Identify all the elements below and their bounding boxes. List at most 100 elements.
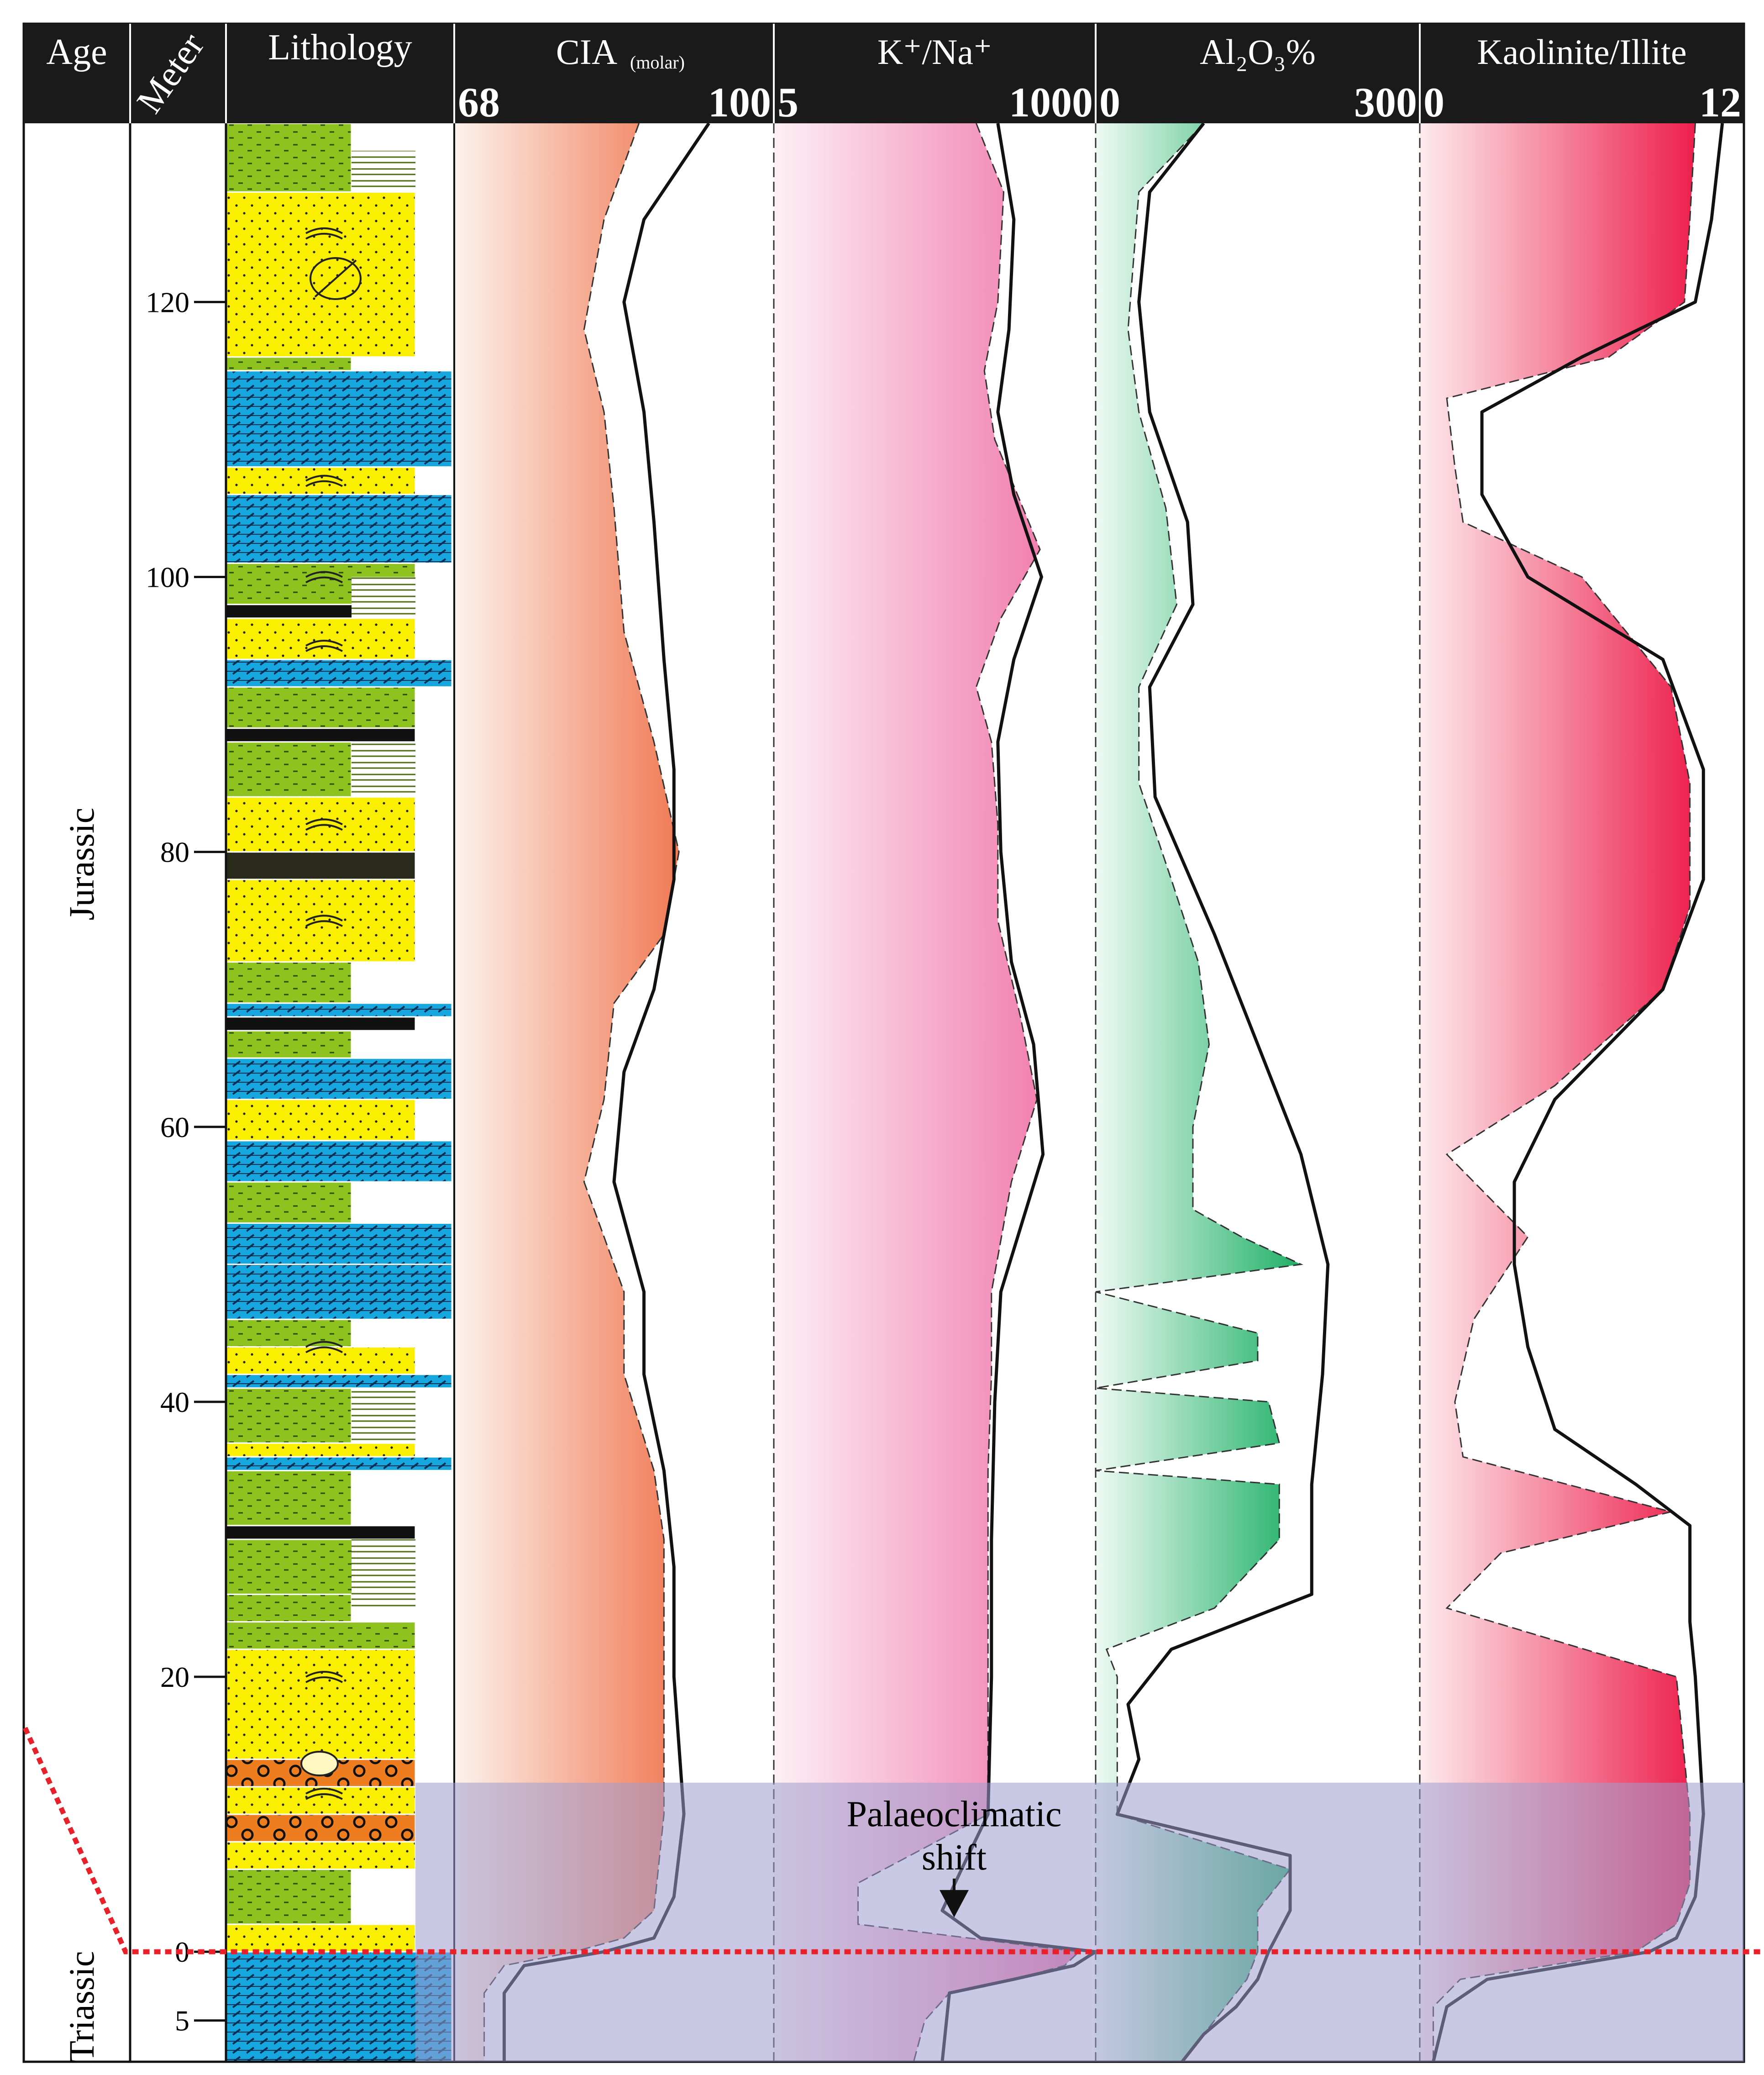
wood-log-icon [300,1751,339,1776]
lithology-layer [225,1593,352,1623]
meter-tick-label: 40 [160,1386,189,1418]
cross-bedding-icon [305,915,343,927]
lithology-layer [225,370,453,468]
cia-title-sub: (molar) [630,52,685,73]
kna-min-label: 5 [777,79,798,126]
lithology-layer [225,1621,416,1650]
lithology-layer [225,1525,416,1540]
triassic-jurassic-boundary [22,1727,1762,1954]
kaol-fill-area [1420,123,1696,2062]
lithology-header-cell [226,24,454,123]
lithology-layer [225,1264,453,1320]
lithology-layer [225,1099,416,1142]
cross-bedding-icon [305,474,343,487]
lithology-layer [225,1374,453,1389]
lithology-layer [225,122,352,193]
lithology-layer [225,1923,416,1953]
age-header: Age [46,32,107,72]
meter-tick-label: 60 [160,1111,189,1143]
cia-fill-area [454,123,679,2062]
cross-bedding-icon [305,227,343,240]
lithology-layer [225,741,352,798]
lithology-layer [225,1057,453,1101]
leaf-fossil-icon [310,257,362,300]
lithology-layer [225,1456,453,1471]
cross-bedding-icon [305,1787,343,1800]
lithology-layer [225,1786,416,1815]
lithology-layer [225,1002,453,1018]
cross-bedding-icon [305,1671,343,1683]
meter-tick-label: 80 [160,836,189,869]
meter-tick-label: 20 [160,1661,189,1693]
kaol-min-label: 0 [1423,79,1444,126]
lithology-layer [225,1030,352,1059]
kna-max-label: 1000 [1009,79,1093,126]
lithology-layer [225,1346,416,1375]
meter-header-cell [130,24,226,123]
lithology-layer [225,686,416,729]
meter-tick-label: 5 [175,2005,189,2037]
kaol-title: Kaolinite/Illite [1477,32,1686,72]
lithology-layer [225,1869,352,1925]
cia-min-label: 68 [458,79,500,126]
lithology-header: Lithology [268,27,412,68]
age-header-cell [24,24,130,123]
kna-fill-area [774,123,1079,2062]
cross-bedding-icon [305,640,343,652]
lithology-layer [225,1648,416,1760]
cia-header-cell [454,24,774,123]
lithology-layer [225,617,416,660]
lithology-layer [225,1016,416,1032]
kaol-header-cell [1420,24,1744,123]
al2o3-min-label: 0 [1099,79,1120,126]
lithology-layer [225,1387,352,1444]
leaf-stem-icon [314,259,357,298]
lithology-layer [225,1442,416,1458]
al2o3-title: Al₂O₃% [1200,32,1316,72]
al2o3-header-cell [1096,24,1420,123]
al2o3-max-label: 300 [1354,79,1417,126]
annotation-line1: Palaeoclimatic [847,1794,1062,1834]
lithology-layer [225,1181,352,1224]
lithology-column [225,122,453,2063]
lithology-hatch [352,1388,415,1443]
lithology-layer [225,727,416,743]
kna-header-cell [774,24,1096,123]
annotation-line2: shift [922,1838,987,1878]
age-label-jurassic: Jurassic [62,808,101,921]
meter-tick-label: 100 [146,561,189,594]
shift-zone [415,1782,1744,2062]
lithology-layer [225,851,416,880]
lithology-layer [225,1222,453,1265]
kna-title: K⁺/Na⁺ [877,32,992,72]
lithology-layer [225,494,453,564]
meter-tick-label: 120 [146,286,189,318]
lithology-layer [225,658,453,688]
annotation-arrow-head [940,1890,969,1917]
al2o3-fill-area [1096,123,1301,2062]
kaol-dashed-line [1433,123,1696,2062]
cross-bedding-icon [305,818,343,831]
age-label-triassic: Triassic [62,1951,101,2062]
kaol-max-label: 12 [1699,79,1741,126]
cross-bedding-icon [305,1341,343,1353]
lithology-layer [225,356,352,372]
lithology-layer [225,1841,416,1870]
lithology-hatch [352,742,415,797]
geochem-panels [454,122,1724,2063]
cia-max-label: 100 [708,79,771,126]
lithology-hatch [352,577,415,618]
lithology-hatch [352,151,415,192]
cia-title: CIA [556,32,617,72]
lithology-layer [225,1469,352,1527]
lithology-layer [225,191,416,358]
lithology-layer [225,1140,453,1183]
lithology-layer [225,961,352,1004]
cross-bedding-icon [305,571,343,584]
lithology-hatch [352,1539,415,1608]
lithology-layer [225,1813,416,1843]
